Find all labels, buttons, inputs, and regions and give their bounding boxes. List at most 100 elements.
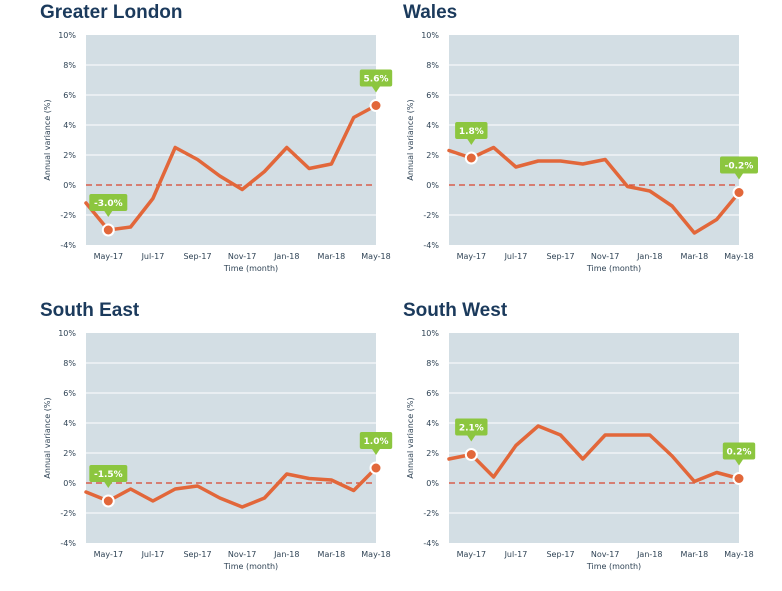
callout-box xyxy=(359,432,393,449)
chart-panel-south-west: South West -4% -2% 0% 2% 4% 6% 8% 10% May-17 Jul-… xyxy=(403,300,782,590)
callout-pointer xyxy=(467,435,476,442)
callout-box xyxy=(722,442,756,460)
callout-pointer xyxy=(735,459,743,466)
y-tick-label: 10% xyxy=(58,329,76,338)
y-tick-label: 0% xyxy=(426,181,439,190)
x-tick-label: Sep-17 xyxy=(546,550,574,559)
chart-panel-wales: Wales -4% -2% 0% 2% 4% 6% 8% 10% May-17 Jul-17 Sep… xyxy=(403,2,782,292)
callout-box xyxy=(89,465,128,482)
callout-box xyxy=(720,156,758,174)
callout-pointer xyxy=(104,211,113,217)
x-tick-label: May-17 xyxy=(94,550,123,559)
data-point xyxy=(369,99,383,112)
y-tick-label: 8% xyxy=(426,61,439,70)
callout-label: 1.8% xyxy=(459,127,484,137)
x-tick-label: Jul-17 xyxy=(141,550,165,559)
y-tick-label: -4% xyxy=(423,241,439,250)
y-axis-title: Annual variance (%) xyxy=(406,99,415,180)
y-axis-title: Annual variance (%) xyxy=(43,397,52,478)
plot-area xyxy=(449,35,739,245)
x-tick-label: May-18 xyxy=(724,252,753,261)
line-chart: -4% -2% 0% 2% 4% 6% 8% 10% May-17 Jul-17 Sep-17 Nov… xyxy=(406,31,758,273)
y-tick-label: 10% xyxy=(58,31,76,40)
y-tick-label: -2% xyxy=(60,211,76,220)
x-tick-label: Jan-18 xyxy=(273,550,299,559)
y-tick-label: -2% xyxy=(423,509,439,518)
plot-area xyxy=(86,333,376,543)
line-chart: -4% -2% 0% 2% 4% 6% 8% 10% May-17 Jul-17 Sep-17 Nov… xyxy=(43,329,393,571)
callout-label: 1.0% xyxy=(364,437,389,447)
y-tick-label: 2% xyxy=(63,449,76,458)
x-tick-label: May-17 xyxy=(457,252,486,261)
x-tick-label: Sep-17 xyxy=(183,252,211,261)
x-tick-label: Mar-18 xyxy=(318,550,346,559)
chart-title: South West xyxy=(403,300,508,321)
chart-title: South East xyxy=(40,300,140,321)
data-point xyxy=(732,186,746,199)
x-tick-label: Nov-17 xyxy=(228,550,256,559)
x-tick-label: Jul-17 xyxy=(141,252,165,261)
x-tick-label: Sep-17 xyxy=(546,252,574,261)
y-tick-label: 2% xyxy=(426,449,439,458)
x-tick-label: Mar-18 xyxy=(681,252,709,261)
data-point xyxy=(464,151,478,165)
x-tick-label: May-18 xyxy=(361,252,390,261)
chart-title: Greater London xyxy=(40,2,183,23)
y-tick-label: -4% xyxy=(423,539,439,548)
chart-panel-greater-london: Greater London -4% -2% 0% 2% 4% 6% 8% 10% May-17… xyxy=(40,2,420,292)
callout-pointer xyxy=(372,86,380,93)
y-tick-label: 8% xyxy=(426,359,439,368)
y-tick-label: -2% xyxy=(60,509,76,518)
callout-pointer xyxy=(104,482,113,488)
callout-box xyxy=(455,418,488,436)
callout: 1.0% xyxy=(359,432,393,475)
x-axis-title: Time (month) xyxy=(223,562,278,571)
plot-area xyxy=(449,333,739,543)
callout-box xyxy=(359,69,393,87)
x-tick-label: Jul-17 xyxy=(504,252,528,261)
y-tick-label: 4% xyxy=(63,419,76,428)
chart-title: Wales xyxy=(403,2,458,23)
y-tick-label: 10% xyxy=(421,329,439,338)
callout: 5.6% xyxy=(359,69,393,112)
y-tick-label: 8% xyxy=(63,61,76,70)
y-axis-title: Annual variance (%) xyxy=(406,397,415,478)
callout-box xyxy=(455,122,488,139)
x-tick-label: Nov-17 xyxy=(591,550,619,559)
x-tick-label: May-17 xyxy=(94,252,123,261)
callout-label: -1.5% xyxy=(94,470,123,480)
x-tick-label: Jul-17 xyxy=(504,550,528,559)
series-line xyxy=(84,466,378,509)
data-point xyxy=(464,448,478,461)
x-tick-label: Mar-18 xyxy=(681,550,709,559)
x-tick-label: May-18 xyxy=(724,550,753,559)
x-tick-label: May-18 xyxy=(361,550,390,559)
y-tick-label: 4% xyxy=(426,121,439,130)
y-tick-label: 4% xyxy=(426,419,439,428)
y-tick-label: 0% xyxy=(63,479,76,488)
y-tick-label: 2% xyxy=(63,151,76,160)
y-tick-label: 6% xyxy=(63,91,76,100)
callout-label: 0.2% xyxy=(727,448,752,458)
callout-label: 2.1% xyxy=(459,424,484,434)
plot-area xyxy=(86,35,376,245)
x-tick-label: Jan-18 xyxy=(636,252,662,261)
y-tick-label: 6% xyxy=(426,91,439,100)
callout-pointer xyxy=(372,449,380,455)
callout-pointer xyxy=(467,139,476,145)
data-point xyxy=(369,461,383,475)
callout: 2.1% xyxy=(455,418,488,461)
callout-label: -0.2% xyxy=(725,162,754,172)
callout-pointer xyxy=(735,173,743,180)
series-line xyxy=(447,145,741,235)
callout: -0.2% xyxy=(720,156,758,199)
x-tick-label: Mar-18 xyxy=(318,252,346,261)
y-tick-label: 0% xyxy=(63,181,76,190)
x-tick-label: Jan-18 xyxy=(636,550,662,559)
chart-panel-south-east: South East -4% -2% 0% 2% 4% 6% 8% 10% May-17 Jul-… xyxy=(40,300,420,590)
line-chart: -4% -2% 0% 2% 4% 6% 8% 10% May-17 Jul-17 Sep-17 Nov… xyxy=(406,329,756,571)
x-tick-label: Nov-17 xyxy=(228,252,256,261)
x-tick-label: May-17 xyxy=(457,550,486,559)
y-tick-label: 4% xyxy=(63,121,76,130)
y-tick-label: 6% xyxy=(426,389,439,398)
